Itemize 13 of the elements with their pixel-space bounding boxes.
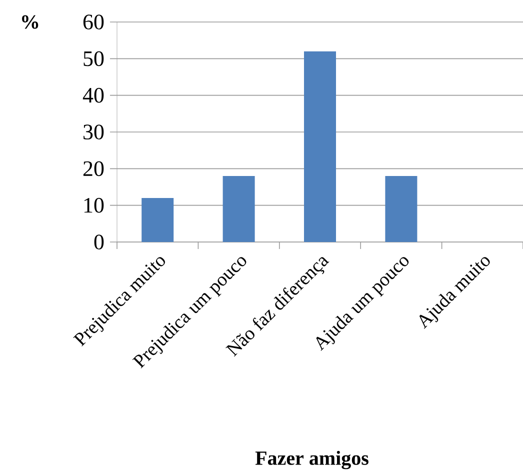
bar (142, 198, 174, 242)
y-tick-label: 20 (83, 161, 104, 176)
y-tick-label: 30 (84, 124, 104, 140)
y-tick-label: 40 (82, 88, 104, 103)
bar (304, 51, 336, 242)
y-tick-label: 50 (84, 51, 104, 66)
y-tick-label: 10 (84, 198, 104, 213)
bar (385, 176, 418, 242)
y-axis-title: % (22, 15, 38, 29)
x-axis-title: Fazer amigos (255, 450, 368, 470)
y-tick-label: 0 (94, 234, 104, 250)
bar (222, 176, 255, 242)
y-tick-label: 60 (83, 14, 104, 30)
